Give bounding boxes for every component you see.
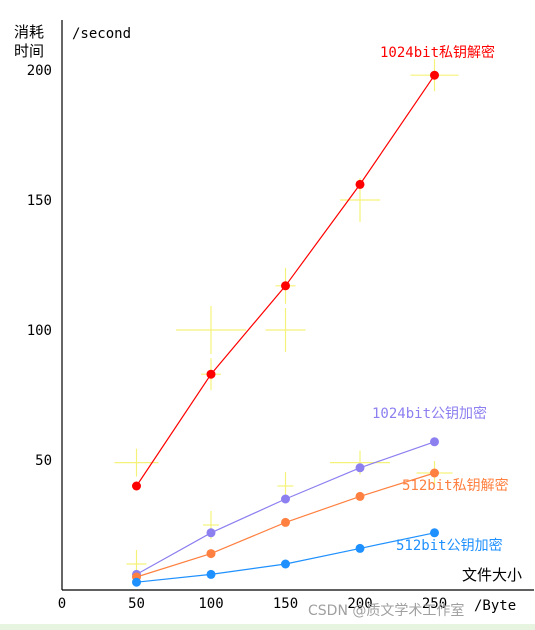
x-tick-label: 100 (198, 596, 223, 612)
x-tick-label: 150 (273, 596, 298, 612)
data-point (355, 491, 365, 501)
x-axis-title: 文件大小 (462, 566, 522, 584)
series-label: 512bit公钥加密 (396, 537, 503, 554)
series-label: 1024bit公钥加密 (372, 405, 487, 422)
data-point (206, 528, 216, 538)
data-point (281, 517, 290, 527)
x-tick-label: 50 (128, 596, 145, 612)
data-point (206, 569, 216, 579)
watermark: CSDN @质文学术工作室 (308, 602, 464, 619)
data-point (430, 70, 439, 80)
y-axis-title-line1: 消耗 (14, 23, 44, 41)
y-tick-label: 200 (27, 63, 52, 79)
x-tick-labels: 0 50 100 150 200 250 (58, 596, 447, 612)
y-axis-title-line2: 时间 (14, 42, 44, 60)
data-point (355, 543, 365, 553)
data-point (281, 494, 290, 504)
bottom-band (0, 624, 535, 630)
data-point (355, 463, 365, 473)
series-label: 1024bit私钥解密 (380, 44, 495, 61)
y-tick-label: 100 (27, 323, 52, 339)
data-point (132, 481, 141, 491)
x-tick-label: 200 (347, 596, 372, 612)
series-line (136, 532, 435, 583)
data-point (206, 549, 216, 559)
y-tick-labels: 50 100 150 200 (27, 63, 52, 469)
x-unit-label: /Byte (474, 598, 516, 614)
x-tick-label: 0 (58, 596, 66, 612)
series-labels: 1024bit私钥解密 1024bit公钥加密 512bit私钥解密 512bit公钥… (372, 44, 509, 554)
data-point (281, 281, 290, 291)
data-point (430, 437, 439, 447)
data-point (430, 528, 439, 538)
series-label: 512bit私钥解密 (402, 477, 509, 494)
y-unit-label: /second (72, 26, 131, 42)
y-tick-label: 50 (35, 453, 52, 469)
data-point (206, 369, 216, 379)
x-tick-label: 250 (422, 596, 447, 612)
data-point (281, 559, 290, 569)
data-point (430, 468, 439, 478)
series-layer (132, 70, 439, 587)
series-line (136, 441, 435, 575)
y-tick-label: 150 (27, 193, 52, 209)
data-point (132, 577, 141, 587)
data-point (355, 179, 365, 189)
